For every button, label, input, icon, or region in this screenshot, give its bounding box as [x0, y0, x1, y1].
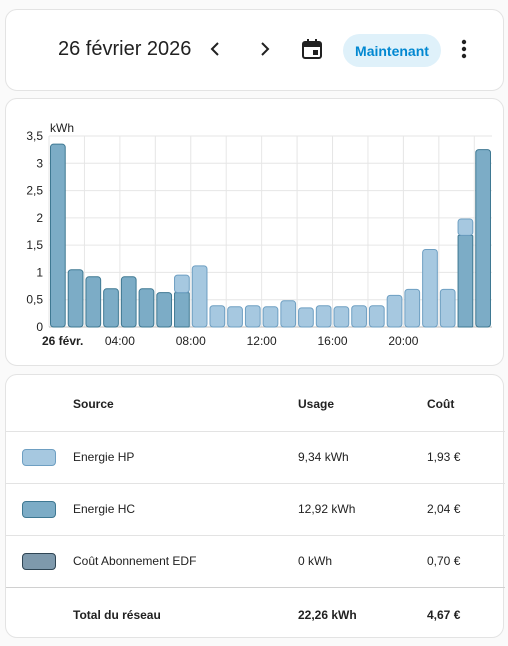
bar-hp-hour-13 [280, 300, 297, 328]
chevron-left-icon [210, 42, 219, 56]
bar-hp-hour-19 [386, 294, 403, 328]
source-name: Coût Abonnement EDF [73, 554, 197, 568]
total-label: Total du réseau [73, 608, 161, 622]
legend-swatch-abonnement [22, 553, 56, 570]
x-tick-label: 26 févr. [42, 334, 83, 348]
bar-hp-hour-8 [191, 265, 208, 328]
bar-hp-hour-7 [174, 274, 190, 294]
bar-hp-hour-15 [315, 305, 332, 328]
x-tick-label: 12:00 [247, 334, 277, 348]
y-tick-label: 2,5 [26, 184, 43, 198]
bar-hp-hour-23 [457, 218, 474, 236]
table-row[interactable]: Energie HP 9,34 kWh 1,93 € [6, 431, 505, 483]
date-picker-card: 26 février 2026 Maintenant [5, 9, 504, 91]
bar-hp-hour-22 [439, 288, 456, 328]
x-tick-label: 16:00 [318, 334, 348, 348]
cost-value: 1,93 € [427, 450, 461, 464]
y-tick-label: 2 [36, 211, 43, 225]
previous-day-button[interactable] [202, 35, 230, 63]
table-row[interactable]: Coût Abonnement EDF 0 kWh 0,70 € [6, 535, 505, 587]
calendar-button[interactable] [298, 35, 326, 63]
bar-hc-hour-4 [120, 276, 137, 328]
bar-hc-hour-0 [50, 143, 66, 328]
x-tick-label: 08:00 [176, 334, 206, 348]
bar-hp-hour-16 [333, 306, 350, 328]
energy-sources-table: Source Usage Coût Energie HP 9,34 kWh 1,… [5, 374, 505, 639]
more-vertical-icon [461, 39, 467, 59]
chevron-right-icon [261, 42, 270, 56]
calendar-icon [302, 39, 322, 59]
legend-swatch-hc [22, 501, 56, 518]
header-source: Source [73, 397, 114, 411]
bar-hc-hour-24 [475, 149, 491, 328]
y-tick-label: 3 [36, 156, 43, 170]
total-cost: 4,67 € [427, 608, 461, 622]
energy-bar-chart[interactable]: 0 0,5 1 1,5 2 2,5 3 3,5 kWh 26 févr. 04:00 08:00 12:… [6, 99, 505, 367]
bar-hp-hour-11 [244, 305, 261, 328]
cost-value: 2,04 € [427, 502, 461, 516]
y-tick-label: 1,5 [26, 238, 43, 252]
bar-hp-hour-9 [209, 305, 226, 328]
bar-hp-hour-10 [227, 306, 243, 328]
source-name: Energie HC [73, 502, 136, 516]
y-tick-label: 0 [36, 320, 43, 334]
y-tick-label: 0,5 [26, 293, 43, 307]
bar-hp-hour-20 [404, 288, 421, 328]
y-tick-label: 1 [36, 265, 43, 279]
x-tick-label: 20:00 [388, 334, 418, 348]
usage-value: 12,92 kWh [298, 502, 356, 516]
bar-hc-hour-23 [457, 234, 474, 328]
now-button[interactable]: Maintenant [343, 34, 441, 67]
y-axis-label: kWh [50, 121, 74, 135]
energy-chart-card: 0 0,5 1 1,5 2 2,5 3 3,5 kWh 26 févr. 04:00 08:00 12:… [5, 98, 504, 366]
bar-hp-hour-18 [368, 305, 385, 328]
bar-hc-hour-5 [138, 288, 155, 328]
bar-hc-hour-2 [85, 276, 102, 328]
usage-value: 0 kWh [298, 554, 333, 568]
cost-value: 0,70 € [427, 554, 461, 568]
current-date: 26 février 2026 [58, 38, 192, 60]
y-tick-label: 3,5 [26, 129, 43, 143]
total-usage: 22,26 kWh [298, 608, 357, 622]
bar-hp-hour-21 [422, 249, 438, 328]
bar-hc-hour-3 [103, 288, 119, 328]
more-options-button[interactable] [450, 35, 478, 63]
bar-hc-hour-6 [156, 292, 173, 328]
legend-swatch-hp [22, 449, 56, 466]
bar-hc-hour-7 [174, 292, 190, 328]
header-cost: Coût [427, 397, 455, 411]
next-day-button[interactable] [250, 35, 278, 63]
x-tick-label: 04:00 [105, 334, 135, 348]
table-row[interactable]: Energie HC 12,92 kWh 2,04 € [6, 483, 505, 535]
usage-value: 9,34 kWh [298, 450, 349, 464]
bar-hp-hour-14 [298, 307, 314, 328]
total-row: Total du réseau 22,26 kWh 4,67 € [6, 587, 505, 639]
bar-hp-hour-12 [262, 306, 279, 328]
source-name: Energie HP [73, 450, 135, 464]
bar-hp-hour-17 [351, 305, 367, 328]
bar-hc-hour-1 [67, 269, 84, 328]
header-usage: Usage [298, 397, 335, 411]
